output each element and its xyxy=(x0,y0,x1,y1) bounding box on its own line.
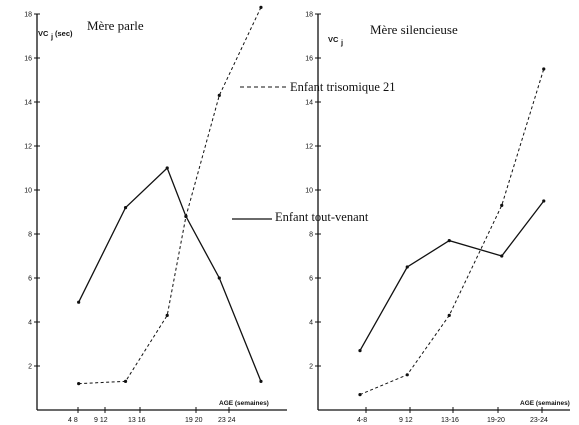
x-tick-label: 13-16 xyxy=(441,417,459,424)
y-tick-label: 16 xyxy=(305,56,313,63)
y-tick-label: 10 xyxy=(24,188,32,195)
x-tick-label: 9 12 xyxy=(94,417,108,424)
data-point xyxy=(217,276,221,280)
data-point xyxy=(358,393,362,397)
x-tick-label: 9 12 xyxy=(399,417,413,424)
legend-label-solid: Enfant tout-venant xyxy=(275,210,369,224)
series-line-trisomique xyxy=(78,7,262,385)
data-point xyxy=(77,382,81,386)
y-tick-label: 12 xyxy=(24,144,32,151)
data-point xyxy=(165,166,169,170)
y-axis-label-subscript: j xyxy=(50,32,53,41)
data-point xyxy=(217,93,221,97)
data-point xyxy=(259,5,263,9)
data-point xyxy=(358,349,362,353)
y-tick-label: 10 xyxy=(305,188,313,195)
chart-title: Mère parle xyxy=(87,18,144,33)
x-tick-label: 23-24 xyxy=(530,417,548,424)
y-tick-label: 4 xyxy=(309,320,313,327)
y-tick-label: 18 xyxy=(24,12,32,19)
y-axis-label: VC j (sec) xyxy=(38,29,73,41)
data-point xyxy=(500,254,504,258)
legend-label-dashed: Enfant trisomique 21 xyxy=(290,80,396,94)
x-tick-label: 13 16 xyxy=(128,417,146,424)
y-tick-label: 6 xyxy=(309,276,313,283)
data-point xyxy=(447,239,451,243)
x-tick-label: 19-20 xyxy=(487,417,505,424)
y-tick-label: 2 xyxy=(28,364,32,371)
y-axis-label-main: VC xyxy=(328,35,339,44)
data-point xyxy=(447,313,451,317)
chart-panel-mere-silencieuse: Mère silencieuse VC j AGE (semaines) 2 4 6… xyxy=(305,12,570,424)
data-point xyxy=(259,379,263,383)
data-point xyxy=(123,206,128,210)
x-axis-label: AGE (semaines) xyxy=(520,400,570,407)
series-line-tout-venant xyxy=(78,166,262,382)
legend: Enfant trisomique 21 Enfant tout-venant xyxy=(232,80,396,224)
y-axis-label-unit: (sec) xyxy=(55,29,73,38)
y-tick-label: 14 xyxy=(24,100,32,107)
y-tick-label: 18 xyxy=(305,12,313,19)
x-tick-label: 4-8 xyxy=(357,417,367,424)
x-tick-label: 4 8 xyxy=(68,417,78,424)
x-tick-label: 23 24 xyxy=(218,417,236,424)
y-axis-label: VC j xyxy=(328,35,343,47)
data-point xyxy=(184,214,188,218)
y-tick-label: 4 xyxy=(28,320,32,327)
data-point xyxy=(123,379,128,383)
data-point xyxy=(77,300,81,304)
y-tick-label: 12 xyxy=(305,144,313,151)
y-tick-label: 6 xyxy=(28,276,32,283)
data-point xyxy=(500,203,504,207)
y-axis-label-main: VC xyxy=(38,29,49,38)
data-point xyxy=(405,265,409,269)
y-axis-label-subscript: j xyxy=(340,38,343,47)
chart-title: Mère silencieuse xyxy=(370,22,458,37)
y-tick-label: 14 xyxy=(305,100,313,107)
x-axis-label: AGE (semaines) xyxy=(219,400,269,407)
chart-panel-mere-parle: Mère parle VC j (sec) AGE (semaines) 2 4 6… xyxy=(24,5,287,424)
y-tick-label: 2 xyxy=(309,364,313,371)
data-point xyxy=(542,199,546,203)
y-tick-label: 16 xyxy=(24,56,32,63)
y-tick-label: 8 xyxy=(309,232,313,239)
series-line-tout-venant xyxy=(359,200,545,351)
y-tick-label: 8 xyxy=(28,232,32,239)
data-point xyxy=(542,67,546,71)
series-line-trisomique xyxy=(359,68,545,396)
data-point xyxy=(405,373,409,377)
x-tick-label: 19 20 xyxy=(185,417,203,424)
data-point xyxy=(165,313,169,317)
